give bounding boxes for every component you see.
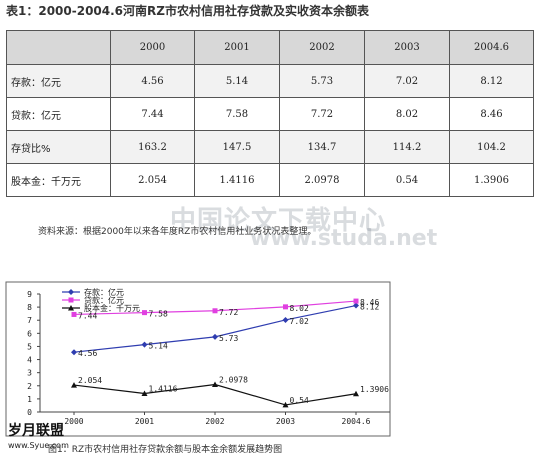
- data-label: 7.02: [290, 317, 309, 326]
- data-label: 5.14: [149, 342, 168, 351]
- data-label: 8.46: [360, 298, 379, 307]
- row-label: 存款：亿元: [6, 64, 111, 98]
- series-line: [73, 383, 357, 406]
- series-point: [282, 316, 289, 323]
- series-point: [68, 297, 74, 303]
- row-label: 存贷比%: [6, 130, 111, 164]
- data-label: 8.12: [360, 303, 379, 312]
- data-label: 0.54: [290, 396, 309, 405]
- table-cell: 7.02: [364, 64, 450, 98]
- y-tick-label: 5: [27, 342, 32, 351]
- table-cell: 7.44: [110, 97, 195, 131]
- legend-entry: 股本金：千万元: [84, 303, 140, 313]
- series-point: [141, 390, 148, 396]
- series-point: [353, 298, 359, 304]
- data-label: 7.72: [219, 308, 238, 317]
- header-2002: 2002: [279, 30, 365, 65]
- table-cell: 5.73: [279, 64, 365, 98]
- x-tick-label: 2003: [276, 417, 295, 426]
- data-label: 1.3906: [360, 385, 389, 394]
- chart-caption: 图1：RZ市农村信用社存贷款余额与股本金余额发展趋势图: [48, 445, 283, 455]
- source-note: 资料来源：根据2000年以来各年度RZ市农村信用社业务状况表整理。: [38, 227, 317, 237]
- trend-line-chart: 0 1 2 3 4 5 6 7 8 9 2000 2001 2002 2003 2004.6 4.56 5.14…: [5, 281, 391, 437]
- header-2004-6: 2004.6: [449, 30, 534, 65]
- series-point: [71, 311, 77, 317]
- row-label: 贷款：亿元: [6, 97, 111, 131]
- series-point: [212, 381, 218, 387]
- data-label: 7.44: [78, 311, 97, 320]
- chart-frame: [5, 281, 391, 437]
- table-cell: 0.54: [364, 163, 450, 197]
- table-cell: 1.4116: [194, 163, 280, 197]
- deposit-loan-table: 2000 2001 2002 2003 2004.6 存款：亿元 4.56 5.…: [6, 30, 534, 197]
- table-cell: 8.02: [364, 97, 450, 131]
- y-tick-label: 9: [27, 290, 32, 299]
- data-label: 8.02: [290, 304, 309, 313]
- data-label: 1.4116: [149, 384, 178, 393]
- table-row: 股本金：千万元 2.054 1.4116 2.0978 0.54 1.3906: [6, 163, 534, 197]
- series-point: [141, 341, 148, 348]
- table-cell: 1.3906: [449, 163, 534, 197]
- series-point: [353, 302, 359, 309]
- header-corner: [6, 30, 111, 65]
- table-cell: 114.2: [364, 130, 450, 164]
- data-label: 7.58: [149, 310, 168, 319]
- table-cell: 2.0978: [279, 163, 365, 197]
- y-tick-label: 2: [27, 382, 32, 391]
- header-2003: 2003: [364, 30, 450, 65]
- table-row: 贷款：亿元 7.44 7.58 7.72 8.02 8.46: [6, 97, 534, 131]
- watermark-url: www.studa.net: [250, 226, 438, 251]
- data-label: 4.56: [78, 349, 97, 358]
- series-point: [71, 349, 77, 356]
- y-tick-label: 1: [27, 395, 32, 404]
- table-cell: 147.5: [194, 130, 280, 164]
- series-point: [212, 308, 218, 314]
- table-cell: 134.7: [279, 130, 365, 164]
- table-row: 存贷比% 163.2 147.5 134.7 114.2 104.2: [6, 130, 534, 164]
- data-label: 5.73: [219, 334, 238, 343]
- x-tick-label: 2004.6: [342, 417, 371, 426]
- series-point: [212, 333, 218, 340]
- table-title: 表1：2000-2004.6河南RZ市农村信用社存贷款及实收资本余额表: [6, 4, 369, 18]
- y-tick-label: 6: [27, 329, 32, 338]
- series-point: [71, 382, 77, 388]
- site-logo: 岁月联盟: [8, 423, 64, 439]
- y-tick-label: 7: [27, 316, 32, 325]
- series-point: [353, 390, 359, 397]
- series-point: [68, 289, 74, 295]
- table-cell: 163.2: [110, 130, 195, 164]
- data-label: 2.0978: [219, 375, 248, 384]
- y-tick-label: 8: [27, 303, 32, 312]
- header-2001: 2001: [194, 30, 280, 65]
- table-cell: 8.46: [449, 97, 534, 131]
- series-point: [282, 401, 289, 408]
- table-cell: 8.12: [449, 64, 534, 98]
- table-row: 存款：亿元 4.56 5.14 5.73 7.02 8.12: [6, 64, 534, 98]
- table-cell: 2.054: [110, 163, 195, 197]
- y-tick-label: 0: [27, 408, 32, 417]
- series-point: [283, 304, 288, 310]
- site-logo-url: www.Syue.com: [8, 441, 69, 450]
- y-tick-label: 4: [27, 356, 32, 365]
- table-cell: 104.2: [449, 130, 534, 164]
- x-tick-label: 2002: [205, 417, 224, 426]
- legend-entry: 贷款：亿元: [84, 295, 124, 305]
- watermark-text: 中国论文下载中心: [170, 206, 387, 236]
- header-2000: 2000: [110, 30, 195, 65]
- series-point: [142, 310, 147, 316]
- legend-entry: 存款：亿元: [84, 287, 124, 297]
- table-cell: 4.56: [110, 64, 195, 98]
- series-point: [68, 305, 74, 311]
- table-cell: 5.14: [194, 64, 280, 98]
- table-cell: 7.72: [279, 97, 365, 131]
- x-tick-label: 2000: [64, 417, 83, 426]
- table-cell: 7.58: [194, 97, 280, 131]
- data-label: 2.054: [78, 376, 102, 385]
- x-tick-label: 2001: [135, 417, 154, 426]
- y-tick-label: 3: [27, 369, 32, 378]
- row-label: 股本金：千万元: [6, 163, 111, 197]
- table-header-row: 2000 2001 2002 2003 2004.6: [6, 30, 534, 65]
